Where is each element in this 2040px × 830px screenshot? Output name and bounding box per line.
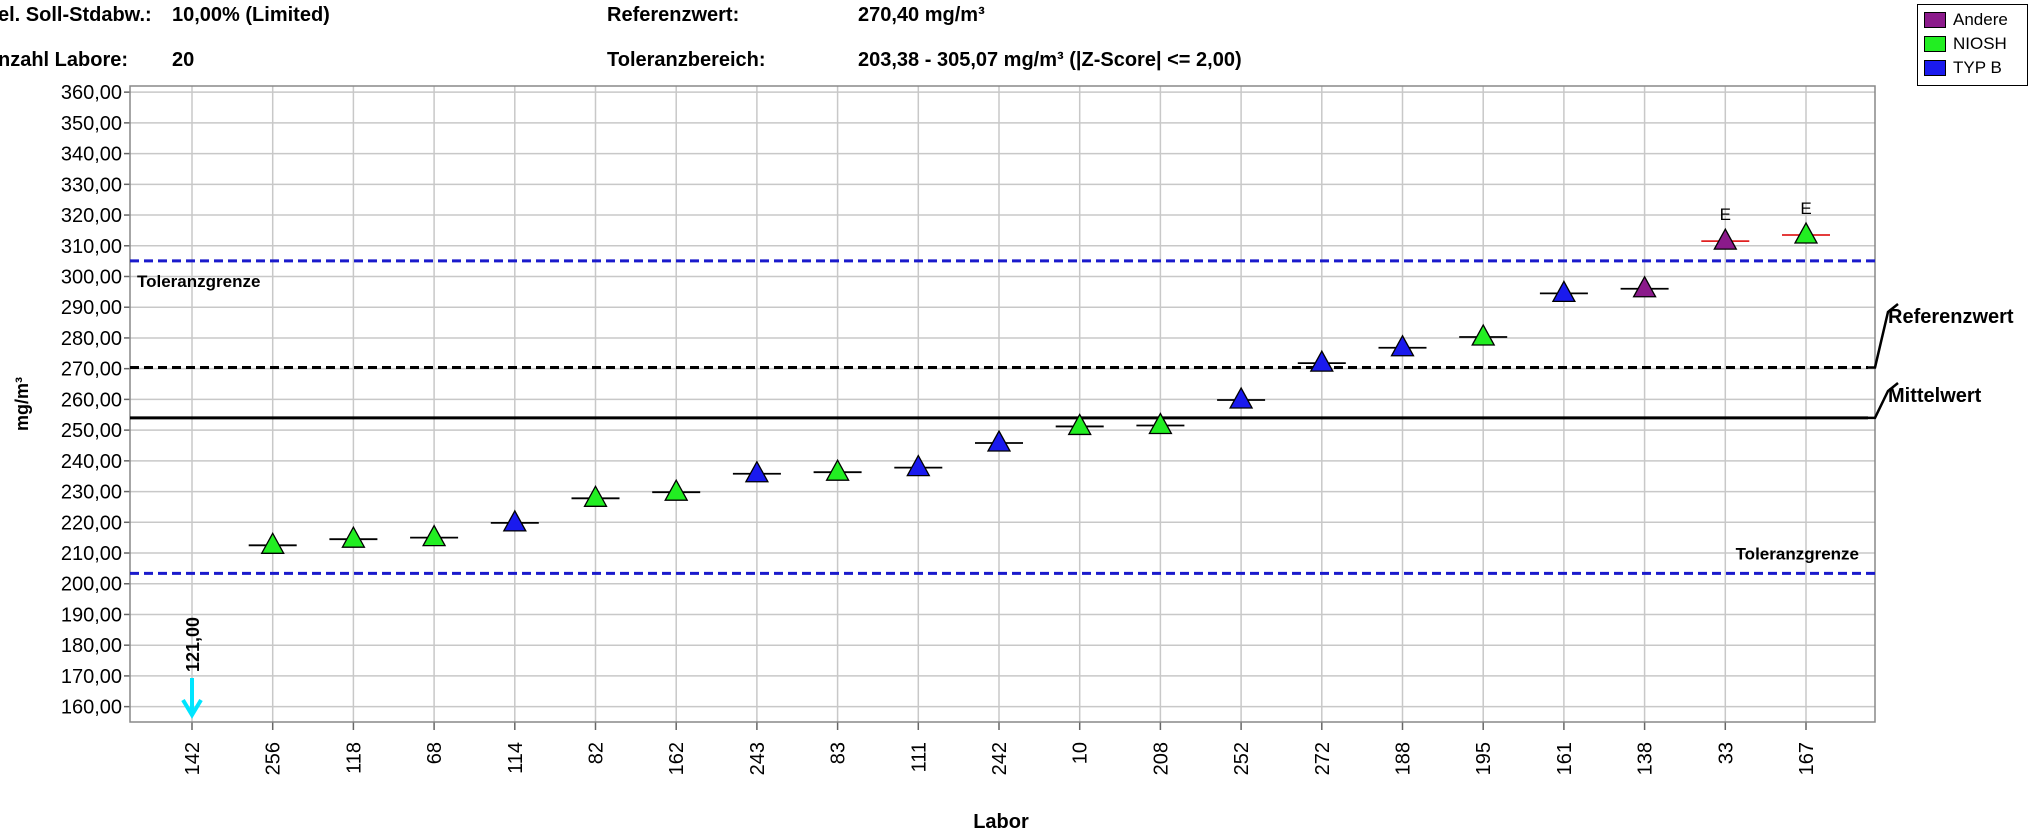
header-labore-value: 20 — [172, 49, 195, 71]
x-tick-label: 188 — [1393, 742, 1415, 775]
x-tick-label: 142 — [182, 742, 204, 775]
tolerance-label-lower: Toleranzgrenze — [1736, 544, 1859, 563]
x-tick-label: 161 — [1554, 742, 1576, 775]
y-tick-label: 330,00 — [61, 174, 122, 196]
x-tick-label: 252 — [1231, 742, 1253, 775]
header-soll-label: el. Soll-Stdabw.: — [0, 4, 152, 26]
data-point-triangle — [422, 524, 447, 547]
y-tick-label: 230,00 — [61, 482, 122, 504]
x-tick-label: 10 — [1070, 742, 1092, 764]
data-point-triangle — [1713, 227, 1738, 250]
data-point-triangle — [1551, 280, 1576, 303]
data-point-triangle — [664, 478, 689, 501]
plot-area — [130, 86, 1875, 722]
y-tick-label: 240,00 — [61, 451, 122, 473]
reference-leader-referenzwert — [1868, 303, 1899, 369]
y-tick-label: 160,00 — [61, 697, 122, 719]
x-tick-label: 256 — [263, 742, 285, 775]
x-tick-label: 83 — [828, 742, 850, 764]
y-tick-label: 290,00 — [61, 297, 122, 319]
header-ref-value: 270,40 mg/m³ — [858, 4, 985, 26]
header-tol-label: Toleranzbereich: — [607, 49, 766, 71]
y-tick-label: 250,00 — [61, 420, 122, 442]
data-point-triangle — [260, 531, 285, 554]
data-point-triangle — [1148, 412, 1173, 435]
x-tick-label: 195 — [1473, 742, 1495, 775]
y-axis-title: mg/m³ — [12, 377, 32, 431]
x-tick-label: 68 — [424, 742, 446, 764]
y-tick-label: 210,00 — [61, 543, 122, 565]
data-point-triangle — [583, 484, 608, 507]
off-scale-value-label: 121,00 — [183, 617, 203, 672]
x-axis-title: Labor — [973, 811, 1029, 830]
data-point-triangle — [1793, 221, 1819, 244]
data-point-triangle — [906, 454, 931, 477]
header-soll-value: 10,00% (Limited) — [172, 4, 330, 26]
legend-label-typ-b: TYP B — [1953, 58, 2002, 77]
reference-label-mittelwert: Mittelwert — [1888, 385, 1982, 407]
x-tick-label: 242 — [989, 742, 1011, 775]
x-tick-label: 114 — [505, 742, 527, 774]
x-tick-label: 243 — [747, 742, 769, 775]
y-tick-label: 190,00 — [61, 604, 122, 626]
x-tick-label: 138 — [1635, 742, 1657, 775]
y-tick-label: 180,00 — [61, 635, 122, 657]
data-point-triangle — [1471, 323, 1496, 346]
data-point-triangle — [744, 460, 769, 483]
data-point-triangle — [986, 429, 1012, 452]
data-point-triangle — [341, 525, 366, 548]
point-label-e: E — [1720, 205, 1731, 224]
legend-swatch-niosh — [1924, 36, 1946, 52]
y-tick-label: 300,00 — [61, 266, 122, 288]
data-point-triangle — [1632, 275, 1657, 298]
x-tick-label: 162 — [666, 742, 688, 775]
header-tol-value: 203,38 - 305,07 mg/m³ (|Z-Score| <= 2,00… — [858, 49, 1242, 71]
y-tick-label: 280,00 — [61, 328, 122, 350]
legend-label-andere: Andere — [1953, 10, 2008, 29]
y-tick-label: 350,00 — [61, 113, 122, 135]
tolerance-label-upper: Toleranzgrenze — [137, 272, 260, 291]
data-point-triangle — [1309, 349, 1334, 372]
x-tick-label: 33 — [1715, 742, 1737, 764]
legend-label-niosh: NIOSH — [1953, 34, 2007, 53]
y-tick-label: 200,00 — [61, 574, 122, 596]
reference-leader-mittelwert — [1868, 382, 1899, 420]
reference-label-referenzwert: Referenzwert — [1888, 306, 2014, 328]
data-point-triangle — [1229, 386, 1254, 409]
y-tick-label: 170,00 — [61, 666, 122, 688]
plot-frame — [129, 85, 1876, 723]
y-tick-label: 220,00 — [61, 512, 122, 534]
data-point-triangle — [1390, 334, 1415, 357]
legend-swatch-andere — [1924, 12, 1946, 28]
off-scale-arrow-head — [181, 698, 203, 719]
header-ref-label: Referenzwert: — [607, 4, 740, 26]
data-point-triangle — [502, 509, 527, 532]
y-tick-label: 340,00 — [61, 144, 122, 166]
x-tick-label: 118 — [343, 742, 365, 774]
header-labore-label: nzahl Labore: — [0, 49, 129, 71]
y-tick-label: 320,00 — [61, 205, 122, 227]
y-tick-label: 360,00 — [61, 82, 122, 104]
data-point-triangle — [1067, 413, 1092, 436]
x-tick-label: 272 — [1312, 742, 1334, 775]
point-label-e: E — [1800, 199, 1811, 218]
y-tick-label: 270,00 — [61, 359, 122, 381]
x-tick-label: 111 — [908, 742, 930, 772]
x-tick-label: 167 — [1796, 742, 1818, 775]
data-point-triangle — [825, 458, 850, 481]
x-tick-label: 82 — [586, 742, 608, 764]
y-tick-label: 310,00 — [61, 236, 122, 258]
y-tick-label: 260,00 — [61, 389, 122, 411]
x-tick-label: 208 — [1150, 742, 1172, 775]
legend-swatch-typ-b — [1924, 60, 1946, 76]
chart-legend: Andere NIOSH TYP B — [1917, 4, 2028, 86]
